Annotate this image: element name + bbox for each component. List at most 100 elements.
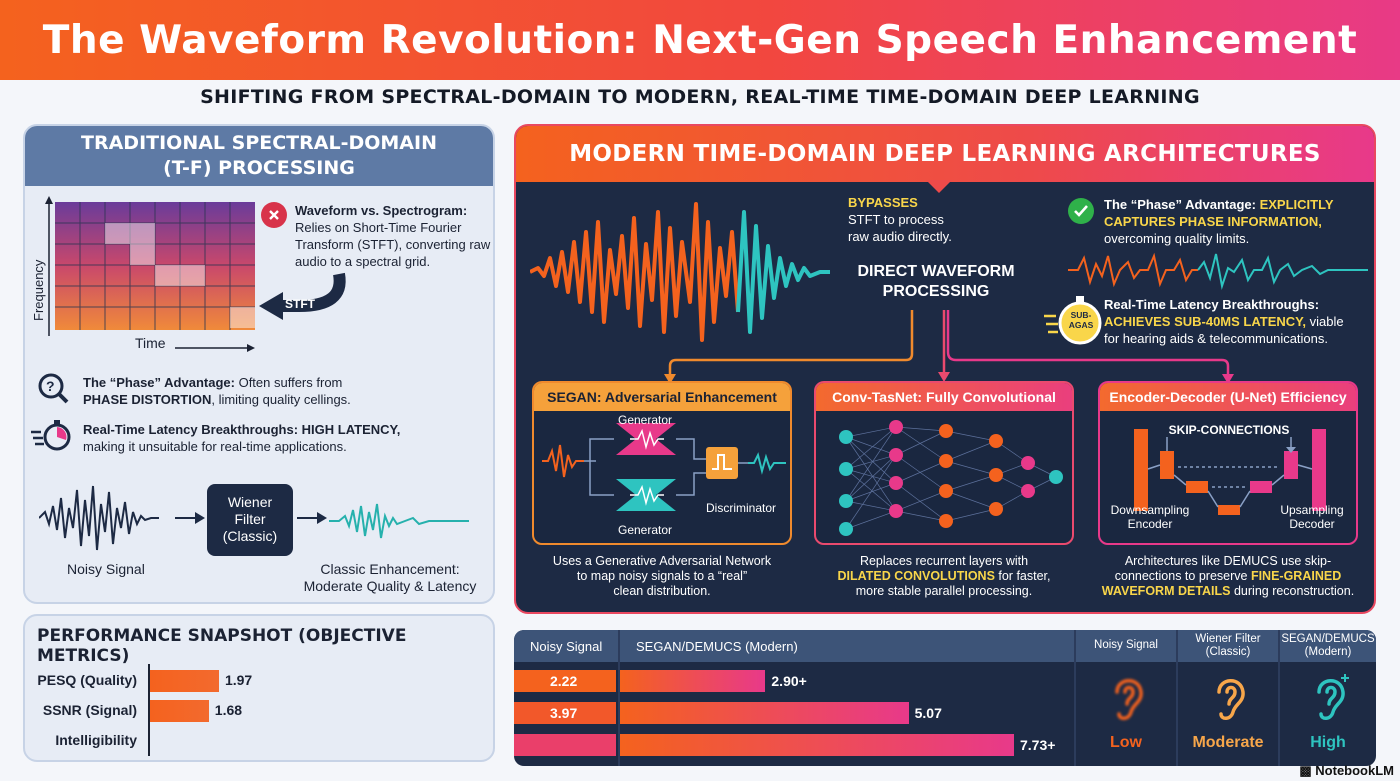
skip-connections-label: SKIP-CONNECTIONS bbox=[1164, 423, 1294, 437]
stopwatch-badge-text: SUB- AGAS bbox=[1068, 310, 1094, 330]
modern-phase-text: The “Phase” Advantage: EXPLICITLY CAPTUR… bbox=[1104, 197, 1334, 246]
segan-card: SEGAN: Adversarial Enhancement Generator… bbox=[532, 381, 792, 545]
segan-description: Uses a Generative Adversarial Network to… bbox=[552, 554, 772, 598]
perf-bar-value: 1.97 bbox=[224, 672, 253, 688]
comparison-table: Noisy Signal SEGAN/DEMUCS (Modern) 2.22 2… bbox=[514, 630, 1376, 766]
classic-enhanced-waveform bbox=[329, 503, 469, 539]
perf-row-label: SSNR (Signal) bbox=[42, 702, 137, 718]
spectrogram-graphic bbox=[45, 196, 255, 352]
modern-panel: MODERN TIME-DOMAIN DEEP LEARNING ARCHITE… bbox=[514, 124, 1376, 614]
perf-bar bbox=[150, 670, 219, 692]
convtasnet-description: Replaces recurrent layers with DILATED C… bbox=[837, 554, 1051, 598]
direct-waveform-graphic bbox=[530, 202, 830, 342]
traditional-heading-line1: TRADITIONAL SPECTRAL-DOMAIN bbox=[81, 132, 437, 154]
quality-column-header: SEGAN/DEMUCS (Modern) bbox=[1280, 630, 1376, 662]
comparison-col-modern: SEGAN/DEMUCS (Modern) bbox=[636, 639, 798, 654]
x-circle-icon bbox=[261, 202, 287, 228]
unet-card: Encoder-Decoder (U-Net) Efficiency SKIP-… bbox=[1098, 381, 1358, 545]
segan-diagram bbox=[542, 423, 786, 511]
classic-enhancement-text: Classic Enhancement: Moderate Quality & L… bbox=[303, 561, 477, 594]
quality-header-line1: Noisy Signal bbox=[1094, 639, 1158, 651]
brand-label: ▩ NotebookLM bbox=[1299, 763, 1394, 778]
modern-heading: MODERN TIME-DOMAIN DEEP LEARNING ARCHITE… bbox=[516, 126, 1374, 182]
comparison-noisy-value: 3.97 bbox=[550, 705, 578, 721]
phase-waveform bbox=[1068, 252, 1368, 290]
downsampling-label: Downsampling Encoder bbox=[1110, 503, 1190, 531]
performance-title: PERFORMANCE SNAPSHOT (OBJECTIVE METRICS) bbox=[37, 626, 407, 666]
perf-bar-value: 1.68 bbox=[214, 702, 243, 718]
traditional-heading: TRADITIONAL SPECTRAL-DOMAIN (T-F) PROCES… bbox=[25, 126, 493, 186]
title-banner: The Waveform Revolution: Next-Gen Speech… bbox=[0, 0, 1400, 80]
modern-latency-text: Real-Time Latency Breakthroughs: ACHIEVE… bbox=[1104, 297, 1344, 346]
unet-diagram bbox=[1134, 429, 1326, 515]
ear-icon bbox=[1317, 674, 1349, 720]
quality-header-line2: (Classic) bbox=[1205, 646, 1251, 658]
segan-discriminator-label: Discriminator bbox=[706, 501, 777, 515]
quality-header-line2: (Modern) bbox=[1304, 646, 1352, 658]
comparison-divider bbox=[618, 630, 620, 766]
noisy-signal-label: Noisy Signal bbox=[67, 561, 145, 577]
quality-column: SEGAN/DEMUCS (Modern) High bbox=[1278, 630, 1376, 766]
quality-column-header: Noisy Signal bbox=[1076, 630, 1176, 662]
svg-text:?: ? bbox=[46, 378, 55, 394]
convtasnet-title: Conv-TasNet: Fully Convolutional bbox=[816, 383, 1072, 411]
segan-title: SEGAN: Adversarial Enhancement bbox=[534, 383, 790, 411]
heading-pointer bbox=[926, 180, 952, 193]
quality-column-header: Wiener Filter (Classic) bbox=[1178, 630, 1278, 662]
arrow-from-wiener bbox=[297, 512, 327, 524]
page-title: The Waveform Revolution: Next-Gen Speech… bbox=[42, 17, 1358, 63]
time-axis-label: Time bbox=[135, 335, 166, 351]
traditional-panel: TRADITIONAL SPECTRAL-DOMAIN (T-F) PROCES… bbox=[23, 124, 495, 604]
check-circle-icon bbox=[1068, 198, 1094, 224]
unet-title: Encoder-Decoder (U-Net) Efficiency bbox=[1100, 383, 1356, 411]
quality-column: Noisy Signal Low bbox=[1074, 630, 1176, 766]
quality-column: Wiener Filter (Classic) Moderate bbox=[1176, 630, 1278, 766]
traditional-phase-text: The “Phase” Advantage: Often suffers fro… bbox=[83, 375, 351, 407]
convtasnet-card: Conv-TasNet: Fully Convolutional bbox=[814, 381, 1074, 545]
quality-label: High bbox=[1310, 734, 1346, 751]
ear-icon bbox=[1115, 679, 1143, 720]
quality-label: Low bbox=[1110, 734, 1142, 751]
comparison-modern-value: 5.07 bbox=[914, 705, 942, 721]
comparison-modern-bar bbox=[620, 670, 766, 692]
frequency-axis-label: Frequency bbox=[31, 259, 46, 321]
perf-row-label: Intelligibility bbox=[55, 732, 137, 748]
comparison-noisy-value: 2.22 bbox=[550, 673, 578, 689]
arrow-to-wiener bbox=[175, 512, 205, 524]
connector-arrows bbox=[664, 310, 1234, 384]
segan-generator-bottom-label: Generator bbox=[618, 523, 673, 537]
quality-label: Moderate bbox=[1192, 734, 1264, 751]
comparison-modern-bar bbox=[620, 734, 1014, 756]
comparison-col-noisy: Noisy Signal bbox=[530, 639, 603, 654]
stft-arrow bbox=[259, 272, 346, 320]
traditional-latency-text: Real-Time Latency Breakthroughs: HIGH LA… bbox=[83, 422, 401, 454]
quality-header-line1: Wiener Filter bbox=[1195, 633, 1261, 645]
wiener-line1: Wiener bbox=[227, 494, 273, 510]
quality-header-line1: SEGAN/DEMUCS bbox=[1281, 633, 1375, 645]
comparison-noisy-bar bbox=[514, 734, 616, 756]
traditional-heading-line2: (T-F) PROCESSING bbox=[163, 157, 355, 179]
perf-axis-line bbox=[148, 664, 150, 756]
comparison-modern-bar bbox=[620, 702, 909, 724]
comparison-modern-value: 2.90+ bbox=[771, 673, 807, 689]
wiener-filter-box: Wiener Filter (Classic) bbox=[207, 484, 293, 556]
stopwatch-icon bbox=[31, 420, 71, 451]
page-subtitle: SHIFTING FROM SPECTRAL-DOMAIN TO MODERN,… bbox=[200, 86, 1200, 108]
waveform-vs-spectrogram-text: Waveform vs. Spectrogram: Relies on Shor… bbox=[295, 203, 491, 269]
unet-description: Architectures like DEMUCS use skip- conn… bbox=[1101, 554, 1355, 598]
convtasnet-network-diagram bbox=[839, 420, 1063, 536]
comparison-noisy-bar bbox=[514, 670, 616, 692]
wiener-line2: Filter bbox=[234, 511, 266, 527]
direct-waveform-label: DIRECT WAVEFORM PROCESSING bbox=[857, 263, 1015, 300]
wiener-line3: (Classic) bbox=[222, 528, 278, 544]
comparison-modern-value: 7.73+ bbox=[1020, 737, 1056, 753]
sub-latency-stopwatch-icon bbox=[1044, 296, 1102, 345]
magnifier-question-icon: ? bbox=[38, 373, 69, 404]
performance-snapshot: PERFORMANCE SNAPSHOT (OBJECTIVE METRICS)… bbox=[23, 614, 495, 762]
stft-label: STFT bbox=[285, 297, 315, 311]
perf-row-label: PESQ (Quality) bbox=[37, 672, 137, 688]
ear-icon bbox=[1217, 679, 1245, 720]
perf-bar bbox=[150, 700, 209, 722]
noisy-signal-waveform bbox=[39, 485, 159, 551]
comparison-noisy-bar bbox=[514, 702, 616, 724]
